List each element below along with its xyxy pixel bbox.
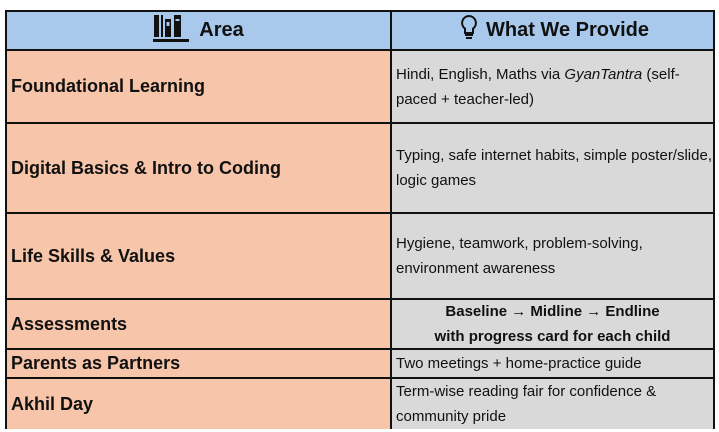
table-row: Digital Basics & Intro to Coding Typing,… (5, 124, 715, 214)
provide-text: (self-paced + teacher-led) (396, 65, 680, 108)
books-icon (153, 13, 190, 49)
provide-cell: Term-wise reading fair for confidence & … (392, 379, 715, 429)
provide-cell: Typing, safe internet habits, simple pos… (392, 124, 715, 212)
area-cell: Assessments (5, 300, 392, 348)
table-header: Area What We Provide (5, 10, 715, 51)
header-area: Area (5, 12, 392, 49)
table-row: Assessments Baseline → Midline → Endline… (5, 300, 715, 350)
provide-cell: Hygiene, teamwork, problem-solving, envi… (392, 214, 715, 298)
table-row: Foundational Learning Hindi, English, Ma… (5, 51, 715, 124)
provide-cell: Two meetings + home-practice guide (392, 350, 715, 377)
area-cell: Akhil Day (5, 379, 392, 429)
area-cell: Foundational Learning (5, 51, 392, 122)
lightbulb-icon (460, 14, 478, 47)
provide-text: Hindi, English, Maths via (396, 65, 565, 83)
area-cell: Digital Basics & Intro to Coding (5, 124, 392, 212)
program-table: Area What We Provide Foundational Learni… (5, 10, 715, 429)
gyantantra-name: GyanTantra (564, 65, 643, 83)
provide-cell: Hindi, English, Maths via GyanTantra (se… (392, 51, 715, 122)
area-cell: Parents as Partners (5, 350, 392, 377)
provide-cell: Baseline → Midline → Endline with progre… (392, 300, 715, 348)
area-cell: Life Skills & Values (5, 214, 392, 298)
header-provide: What We Provide (392, 12, 715, 49)
table-row: Akhil Day Term-wise reading fair for con… (5, 379, 715, 429)
table-row: Parents as Partners Two meetings + home-… (5, 350, 715, 379)
header-provide-label: What We Provide (486, 19, 649, 41)
header-area-label: Area (199, 19, 244, 41)
table-row: Life Skills & Values Hygiene, teamwork, … (5, 214, 715, 300)
